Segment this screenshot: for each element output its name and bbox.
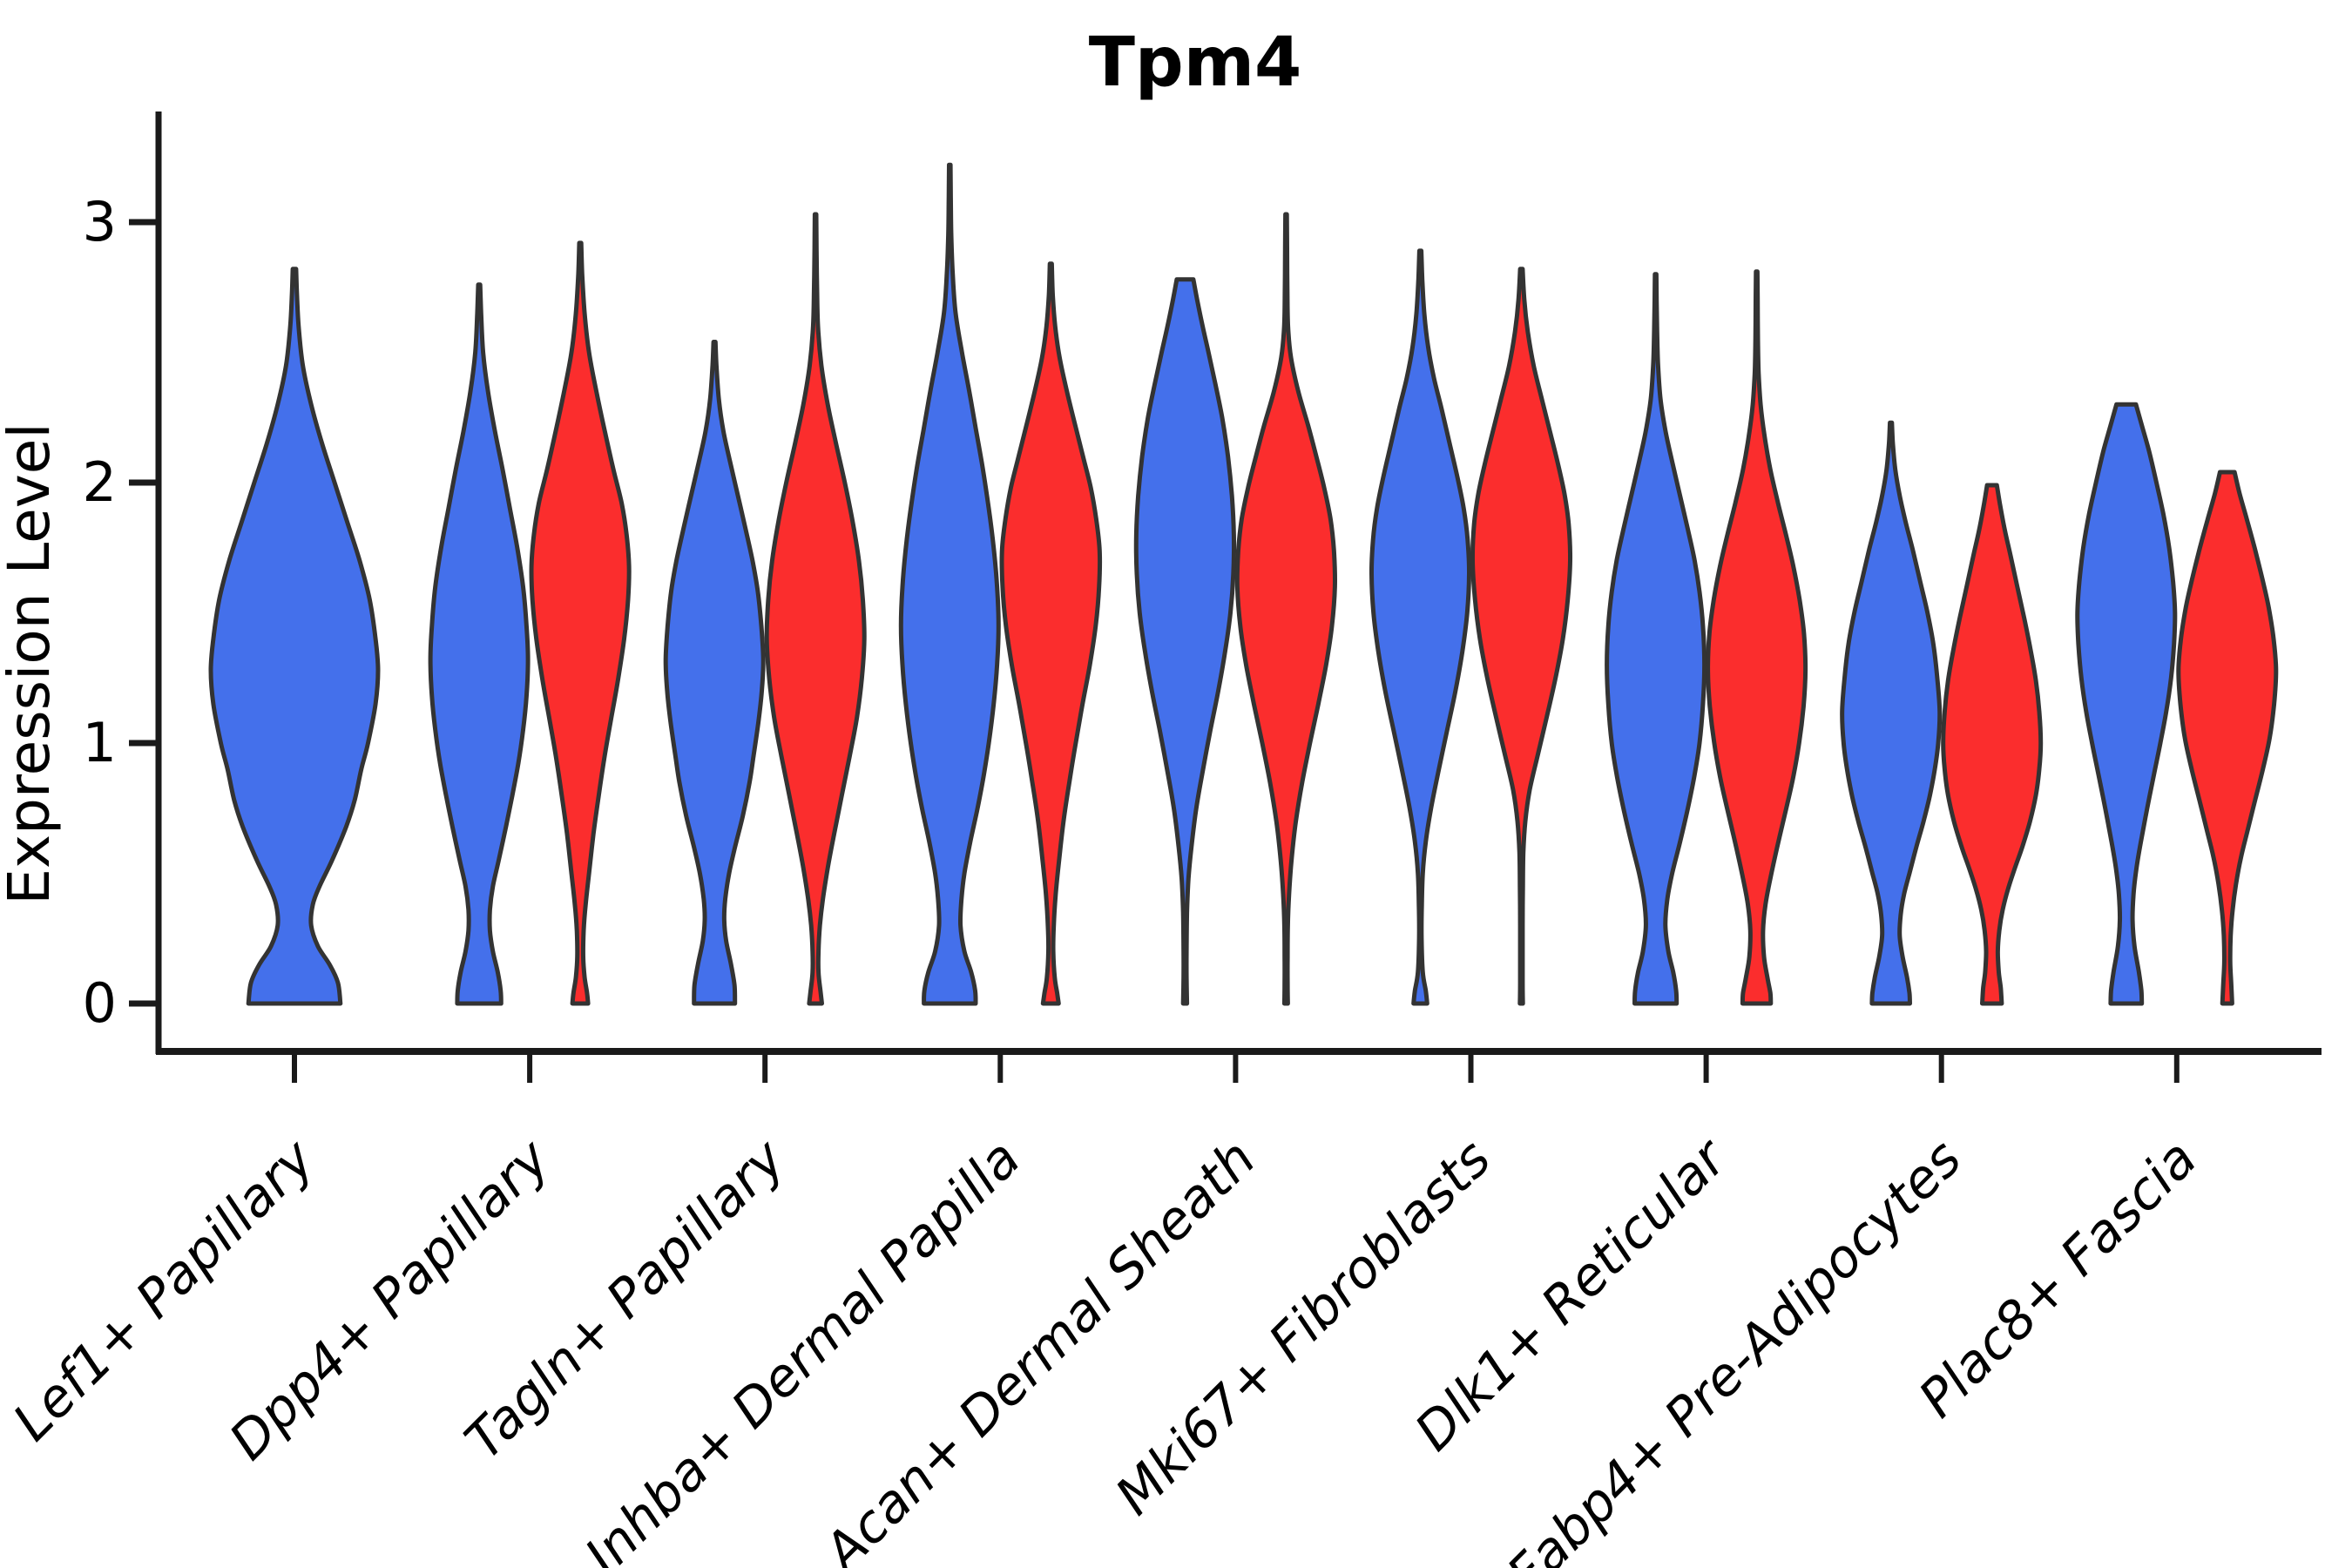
y-tick-label: 1 <box>83 711 117 774</box>
violin-lef1-blue <box>208 267 381 1006</box>
violin-dlk1-blue <box>1605 272 1707 1006</box>
violin-dpp4-red <box>529 240 632 1006</box>
violin-inhba-red <box>999 261 1103 1006</box>
violin-plac8-blue <box>2075 402 2178 1006</box>
y-tick-label: 3 <box>83 190 117 253</box>
violin-fabp4-red <box>1941 483 2044 1006</box>
violin-acan-blue <box>1133 277 1237 1006</box>
violin-fabp4-blue <box>1840 420 1943 1006</box>
violin-inhba-blue <box>898 162 1001 1006</box>
y-tick-label: 0 <box>83 971 117 1035</box>
y-axis-label: Expression Level <box>0 422 63 904</box>
violin-mki67-blue <box>1369 248 1472 1006</box>
violin-tagln-red <box>764 212 867 1006</box>
violin-dpp4-blue <box>428 282 531 1006</box>
violin-plac8-red <box>2176 470 2279 1006</box>
y-tick-label: 2 <box>83 450 117 514</box>
violin-tagln-blue <box>663 340 766 1006</box>
violin-acan-red <box>1234 212 1338 1006</box>
x-tick-label: Acan+ Dermal Sheath <box>810 1128 1267 1568</box>
chart-title: Tpm4 <box>1089 24 1302 102</box>
violin-dlk1-red <box>1706 269 1808 1006</box>
x-tick-label: Inhba+ Dermal Papilla <box>573 1128 1031 1568</box>
x-tick-label: Fabp4+ Pre-Adipocytes <box>1496 1128 1973 1568</box>
violin-mki67-red <box>1470 267 1573 1006</box>
violins-layer <box>208 162 2279 1006</box>
axes-layer: 0 1 2 3 <box>83 112 2322 1083</box>
